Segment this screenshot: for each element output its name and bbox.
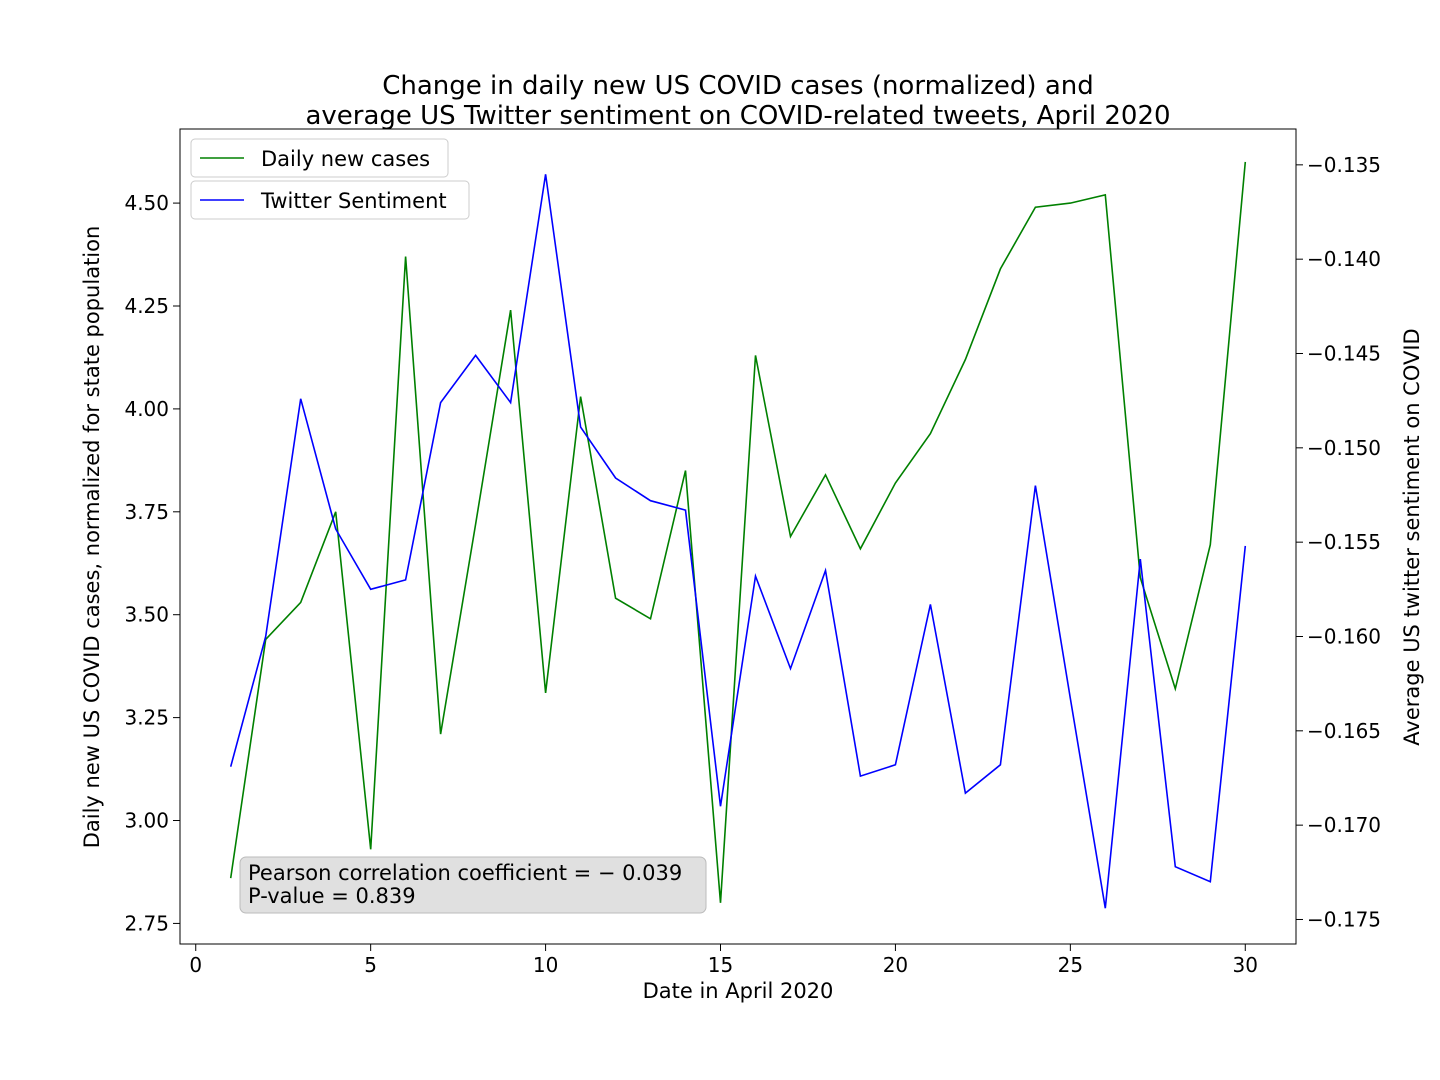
annotation-line: Pearson correlation coefficient = − 0.03… <box>248 861 682 885</box>
y-axis-label-right: Average US twitter sentiment on COVID <box>1400 328 1424 745</box>
y-right-tick-label: −0.145 <box>1307 342 1381 366</box>
legend-box <box>190 180 470 220</box>
legend-label: Daily new cases <box>261 147 430 171</box>
x-tick-label: 30 <box>1233 953 1258 977</box>
y-left-tick-label: 4.25 <box>124 294 169 318</box>
y-right-tick-label: −0.175 <box>1307 907 1381 931</box>
y-right-tick-label: −0.160 <box>1307 624 1381 648</box>
legend-label: Twitter Sentiment <box>260 189 447 213</box>
stats-annotation: Pearson correlation coefficient = − 0.03… <box>239 856 707 914</box>
chart-title: Change in daily new US COVID cases (norm… <box>305 71 1170 131</box>
series-line-twitter-sentiment <box>229 174 1247 909</box>
y-right-tick-label: −0.165 <box>1307 719 1381 743</box>
x-axis: 0 5 10 15 20 25 30 <box>189 944 1258 977</box>
legend: Daily new cases Twitter Sentiment <box>190 138 470 220</box>
legend-box <box>190 138 449 178</box>
x-tick-label: 5 <box>364 953 377 977</box>
y-axis-right: −0.175 −0.170 −0.165 −0.160 −0.155 −0.150 −0.1… <box>1296 153 1381 931</box>
y-left-tick-label: 4.00 <box>124 397 169 421</box>
y-left-tick-label: 4.50 <box>124 191 169 215</box>
plot-frame <box>179 128 1297 945</box>
x-axis-label: Date in April 2020 <box>643 979 834 1003</box>
y-left-tick-label: 3.75 <box>124 500 169 524</box>
y-right-tick-label: −0.135 <box>1307 153 1381 177</box>
y-left-tick-label: 3.00 <box>124 809 169 833</box>
y-right-tick-label: −0.150 <box>1307 436 1381 460</box>
y-right-tick-label: −0.170 <box>1307 813 1381 837</box>
x-tick-label: 0 <box>189 953 202 977</box>
y-left-tick-label: 3.25 <box>124 706 169 730</box>
annotation-line: P-value = 0.839 <box>248 884 416 908</box>
y-right-tick-label: −0.140 <box>1307 247 1381 271</box>
plot-lines <box>229 161 1247 909</box>
y-axis-label-left: Daily new US COVID cases, normalized for… <box>80 226 104 849</box>
y-left-tick-label: 2.75 <box>124 911 169 935</box>
chart-title-line: Change in daily new US COVID cases (norm… <box>382 71 1094 101</box>
y-right-tick-label: −0.155 <box>1307 530 1381 554</box>
y-left-tick-label: 3.50 <box>124 603 169 627</box>
series-line-daily-new-cases <box>229 161 1247 903</box>
annotation-box <box>239 856 707 914</box>
x-tick-label: 25 <box>1058 953 1083 977</box>
x-tick-label: 10 <box>533 953 558 977</box>
chart-title-line: average US Twitter sentiment on COVID-re… <box>305 101 1170 131</box>
x-tick-label: 15 <box>708 953 733 977</box>
x-tick-label: 20 <box>883 953 908 977</box>
y-axis-left: 2.75 3.00 3.25 3.50 3.75 4.00 4.25 4.50 <box>124 191 180 935</box>
